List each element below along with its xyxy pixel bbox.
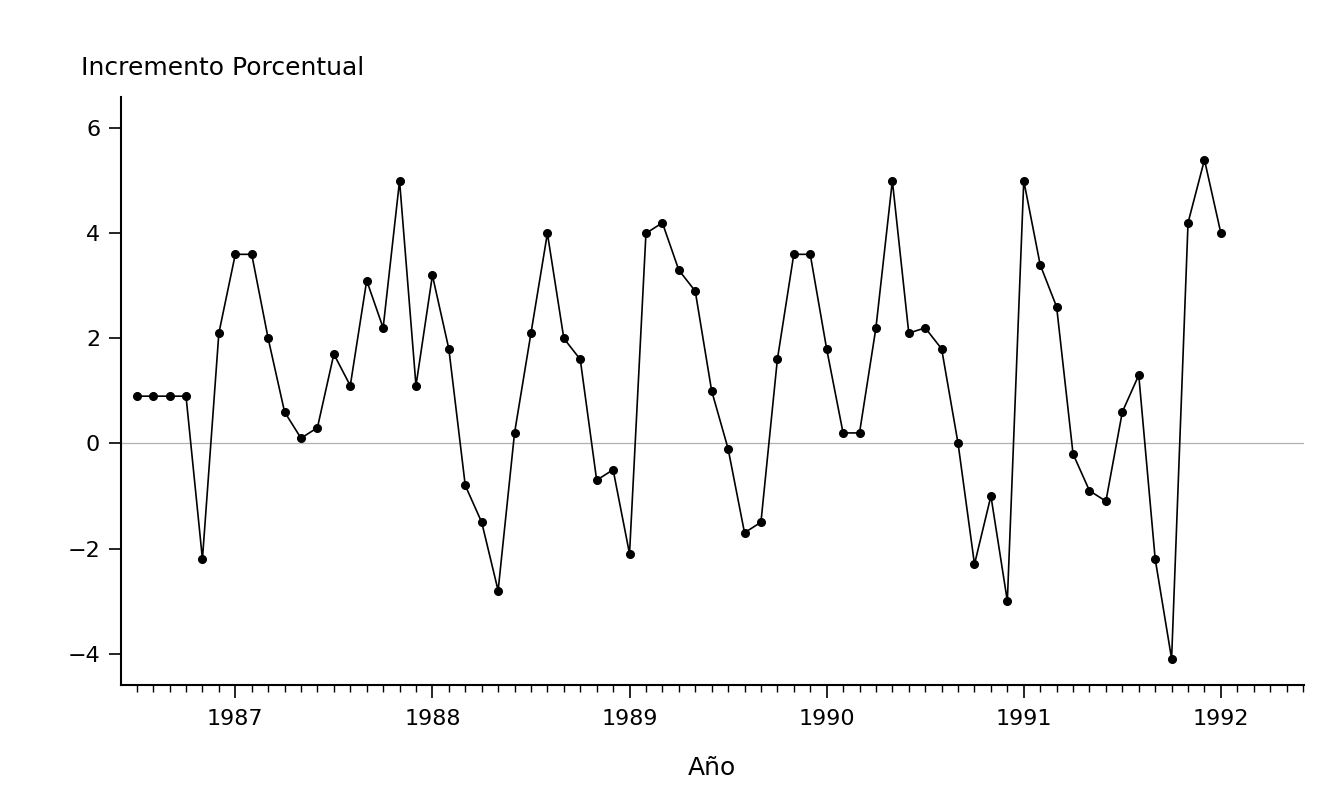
Text: Incremento Porcentual: Incremento Porcentual [81, 56, 364, 81]
X-axis label: Año: Año [688, 757, 737, 780]
